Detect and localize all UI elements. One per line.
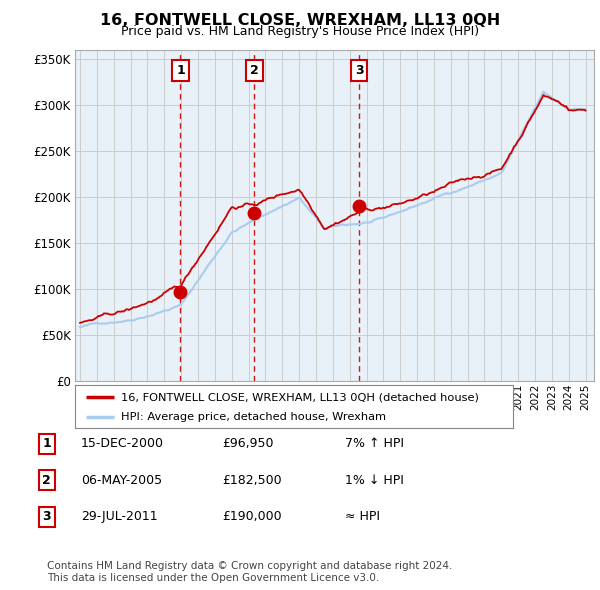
Text: 16, FONTWELL CLOSE, WREXHAM, LL13 0QH: 16, FONTWELL CLOSE, WREXHAM, LL13 0QH: [100, 13, 500, 28]
Text: Contains HM Land Registry data © Crown copyright and database right 2024.
This d: Contains HM Land Registry data © Crown c…: [47, 561, 452, 583]
Text: £96,950: £96,950: [222, 437, 274, 450]
Text: 2: 2: [250, 64, 259, 77]
Text: 2: 2: [43, 474, 51, 487]
Text: £182,500: £182,500: [222, 474, 281, 487]
Text: 29-JUL-2011: 29-JUL-2011: [81, 510, 158, 523]
Text: 3: 3: [355, 64, 364, 77]
Text: ≈ HPI: ≈ HPI: [345, 510, 380, 523]
Text: 15-DEC-2000: 15-DEC-2000: [81, 437, 164, 450]
Text: £190,000: £190,000: [222, 510, 281, 523]
Text: Price paid vs. HM Land Registry's House Price Index (HPI): Price paid vs. HM Land Registry's House …: [121, 25, 479, 38]
Text: 06-MAY-2005: 06-MAY-2005: [81, 474, 162, 487]
Text: 7% ↑ HPI: 7% ↑ HPI: [345, 437, 404, 450]
Text: HPI: Average price, detached house, Wrexham: HPI: Average price, detached house, Wrex…: [121, 412, 386, 422]
Text: 1% ↓ HPI: 1% ↓ HPI: [345, 474, 404, 487]
Text: 16, FONTWELL CLOSE, WREXHAM, LL13 0QH (detached house): 16, FONTWELL CLOSE, WREXHAM, LL13 0QH (d…: [121, 392, 479, 402]
Text: 1: 1: [176, 64, 185, 77]
Text: 1: 1: [43, 437, 51, 450]
Text: 3: 3: [43, 510, 51, 523]
